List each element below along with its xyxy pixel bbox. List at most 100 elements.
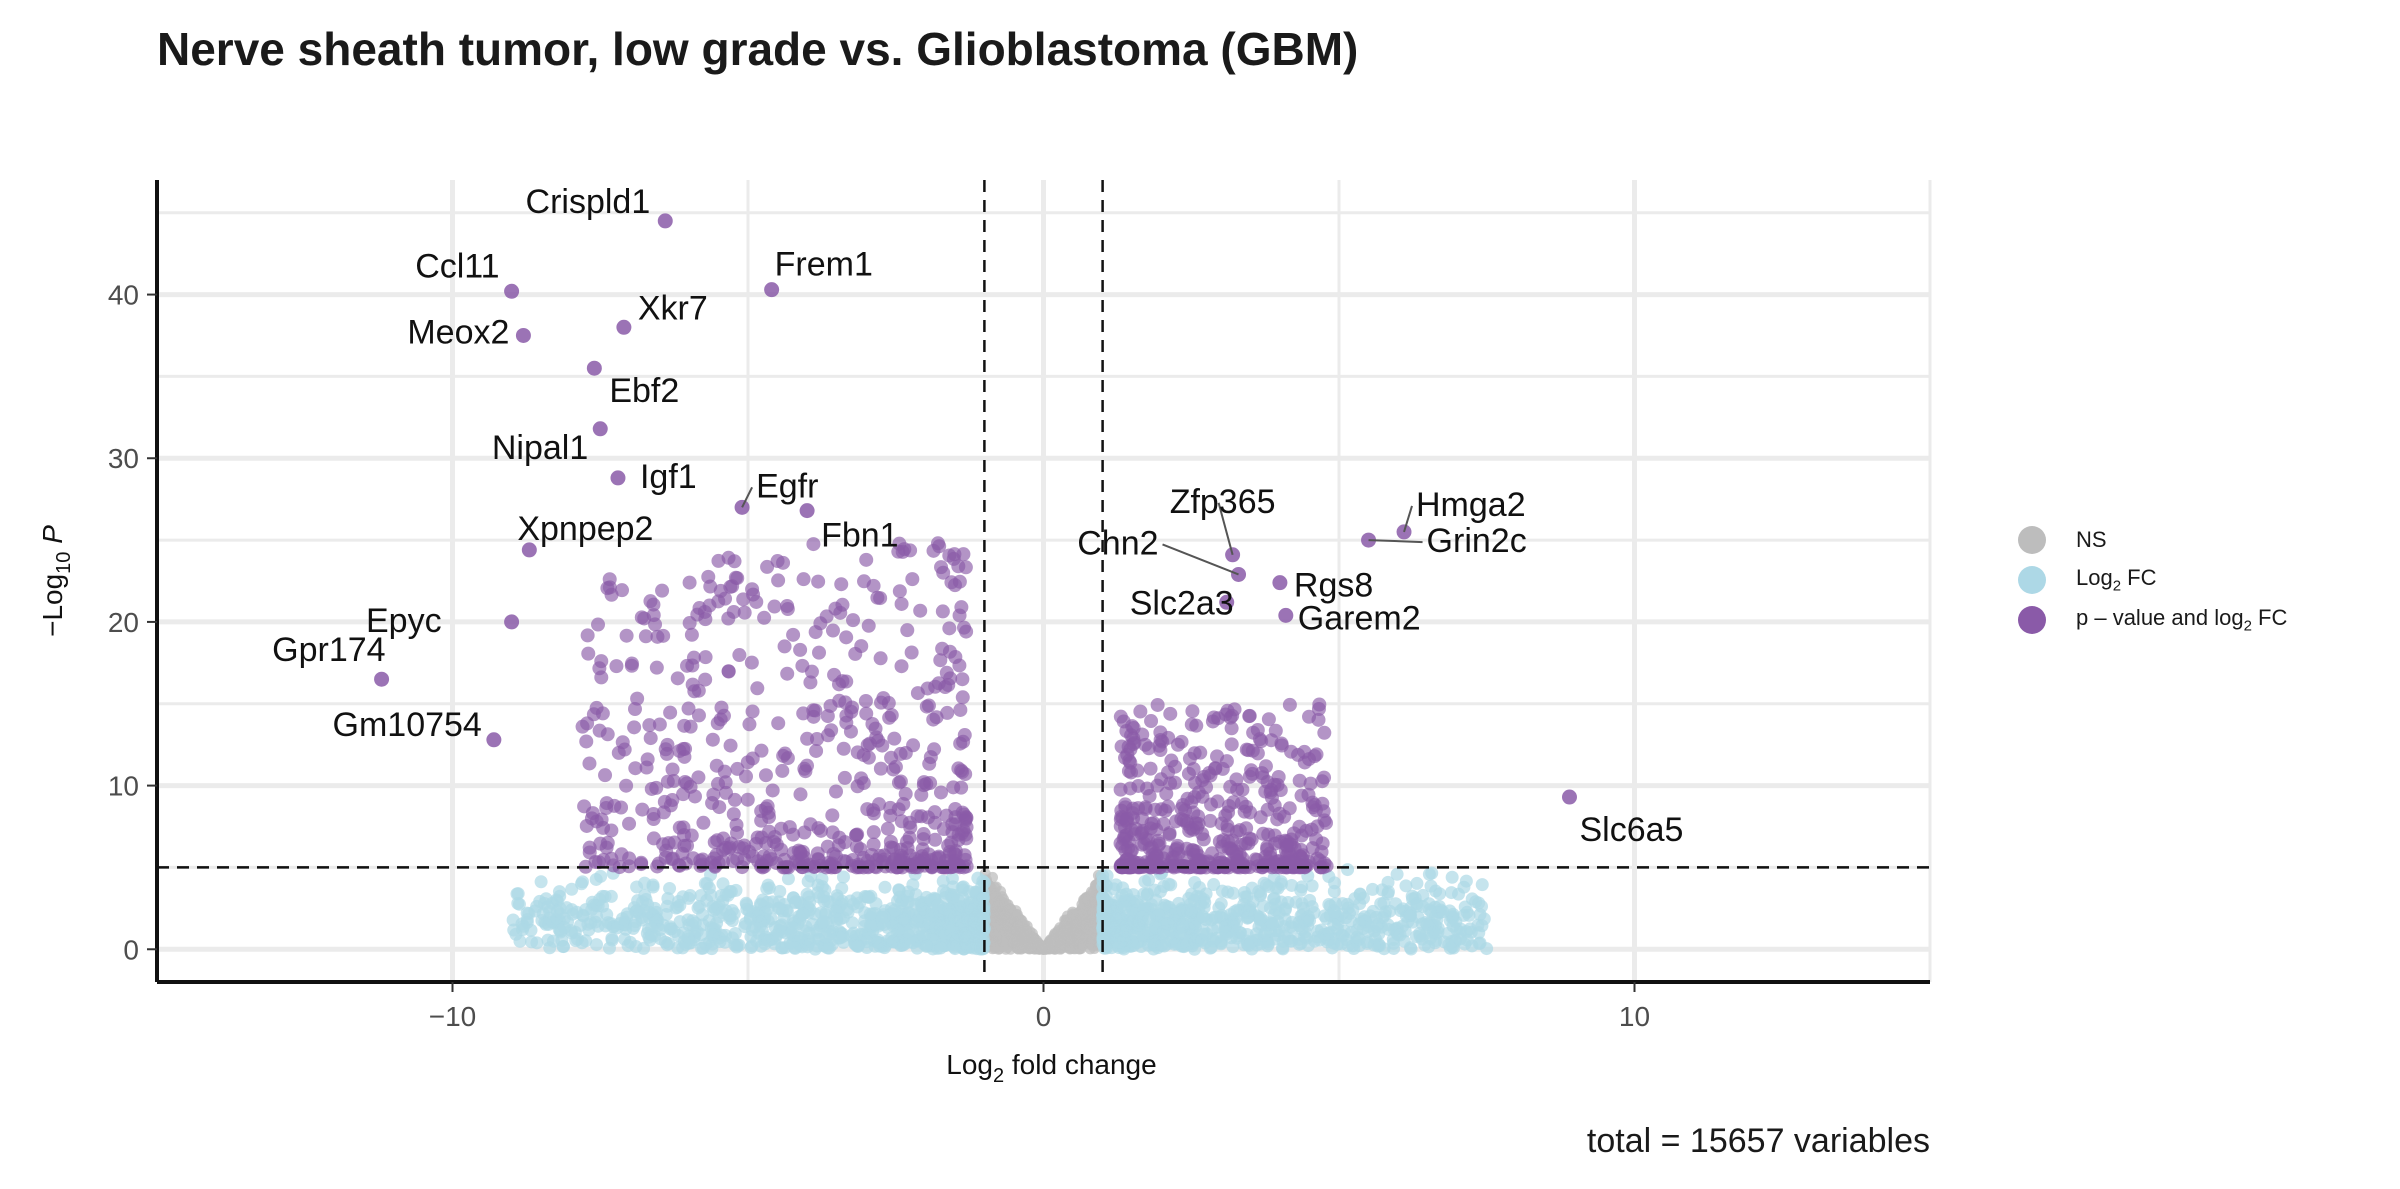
significant-point — [639, 760, 654, 775]
significant-point — [1226, 795, 1241, 810]
fc-point — [1462, 908, 1476, 922]
significant-point — [677, 828, 692, 843]
significant-point — [622, 816, 637, 831]
significant-point — [581, 646, 596, 661]
fc-point — [620, 907, 634, 921]
x-tick-label: −10 — [429, 1001, 477, 1032]
fc-point — [1458, 937, 1472, 951]
significant-point — [941, 838, 956, 853]
fc-point — [1209, 910, 1223, 924]
fc-point — [906, 878, 920, 892]
fc-point — [878, 880, 892, 894]
significant-point — [691, 683, 706, 698]
ns-point — [1077, 939, 1089, 951]
significant-point — [727, 554, 742, 569]
significant-point — [1272, 806, 1287, 821]
significant-point — [649, 660, 664, 675]
significant-point — [604, 823, 619, 838]
significant-point — [624, 656, 639, 671]
significant-point — [861, 618, 876, 633]
point-label: Ccl11 — [415, 247, 499, 285]
significant-point — [691, 770, 706, 785]
significant-point — [1304, 822, 1319, 837]
y-axis-title: −Log10 P — [37, 525, 75, 637]
significant-point — [777, 639, 792, 654]
significant-point — [732, 648, 747, 663]
labeled-point-igf1 — [610, 470, 626, 486]
significant-point — [1169, 814, 1184, 829]
fc-point — [1157, 939, 1171, 953]
labeled-point-slc2a3 — [1219, 594, 1235, 610]
point-label: Epyc — [366, 602, 442, 640]
fc-point — [725, 914, 739, 928]
significant-point — [844, 704, 859, 719]
fc-point — [510, 887, 524, 901]
significant-point — [825, 808, 840, 823]
significant-point — [1232, 823, 1247, 838]
fc-point — [682, 891, 696, 905]
significant-point — [831, 677, 846, 692]
fc-point — [1214, 897, 1228, 911]
significant-point — [584, 811, 599, 826]
point-label: Rgs8 — [1294, 567, 1373, 605]
significant-point — [1219, 754, 1234, 769]
significant-point — [935, 604, 950, 619]
significant-point — [615, 583, 630, 598]
labeled-point-fbn1 — [799, 503, 815, 519]
fc-point — [863, 907, 877, 921]
significant-point — [1239, 742, 1254, 757]
significant-point — [854, 639, 869, 654]
significant-point — [1216, 833, 1231, 848]
significant-point — [1193, 745, 1208, 760]
significant-point — [1121, 764, 1136, 779]
fc-point — [1173, 926, 1187, 940]
significant-point — [1190, 820, 1205, 835]
significant-point — [920, 681, 935, 696]
significant-point — [836, 741, 851, 756]
significant-point — [793, 787, 808, 802]
significant-point — [711, 553, 726, 568]
significant-point — [846, 613, 861, 628]
legend-swatch — [2018, 566, 2046, 594]
fc-point — [1403, 908, 1417, 922]
legend-label: Log2 FC — [2076, 565, 2157, 595]
significant-point — [1144, 714, 1159, 729]
significant-point — [936, 565, 951, 580]
significant-point — [721, 664, 736, 679]
significant-point — [698, 650, 713, 665]
ns-point — [1012, 924, 1024, 936]
fc-point — [1436, 905, 1450, 919]
point-label: Ebf2 — [609, 372, 679, 410]
fc-point — [1341, 897, 1355, 911]
significant-point — [627, 720, 642, 735]
fc-point — [808, 942, 822, 956]
fc-point — [554, 924, 568, 938]
total-caption: total = 15657 variables — [1586, 1122, 1930, 1160]
fc-point — [740, 898, 754, 912]
fc-point — [694, 889, 708, 903]
fc-point — [969, 885, 983, 899]
point-label: Nipal1 — [492, 429, 588, 467]
label-connector — [1403, 505, 1413, 533]
fc-point — [1138, 875, 1152, 889]
significant-point — [582, 756, 597, 771]
fc-point — [604, 889, 618, 903]
fc-point — [1422, 940, 1436, 954]
labeled-point-nipal1 — [592, 421, 608, 437]
significant-point — [1316, 804, 1331, 819]
fc-point — [1276, 942, 1290, 956]
fc-point — [1192, 880, 1206, 894]
point-label: Hmga2 — [1416, 486, 1526, 524]
fc-point — [946, 880, 960, 894]
legend-label: p – value and log2 FC — [2076, 605, 2288, 635]
point-label: Slc2a3 — [1130, 584, 1234, 622]
significant-point — [959, 810, 974, 825]
fc-point — [629, 940, 643, 954]
fc-point — [1187, 893, 1201, 907]
fc-point — [1265, 917, 1279, 931]
ns-point — [999, 910, 1011, 922]
significant-point — [1319, 858, 1334, 873]
significant-point — [1311, 712, 1326, 727]
significant-point — [953, 702, 968, 717]
